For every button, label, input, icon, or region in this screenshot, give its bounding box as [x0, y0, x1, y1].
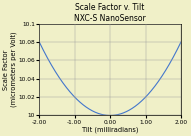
X-axis label: Tilt (milliradians): Tilt (milliradians): [82, 126, 138, 132]
Title: Scale Factor v. Tilt
NXC-S NanoSensor: Scale Factor v. Tilt NXC-S NanoSensor: [74, 4, 146, 23]
Y-axis label: Scale Factor
(micrometers per Volt): Scale Factor (micrometers per Volt): [3, 32, 17, 107]
